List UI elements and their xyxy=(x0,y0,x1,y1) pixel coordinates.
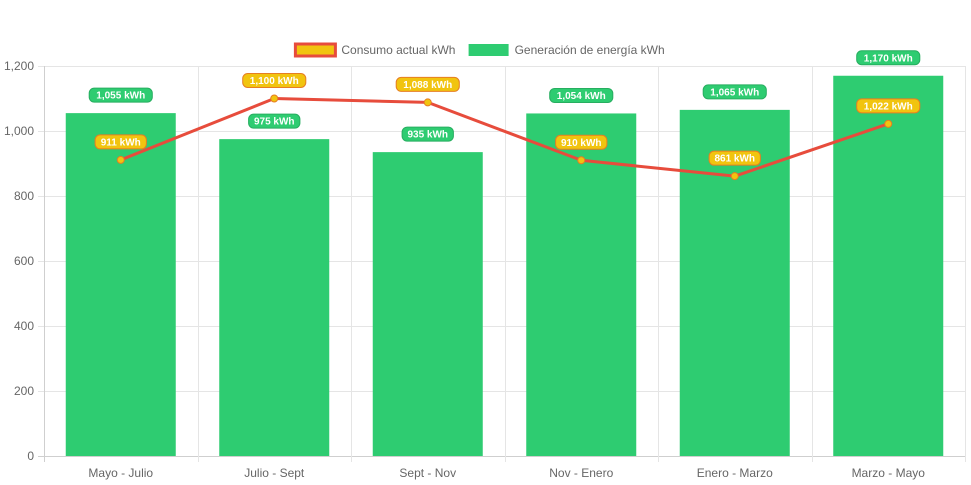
line-data-label-bg xyxy=(708,150,761,166)
bar-data-label-bg xyxy=(702,84,767,100)
line-data-label: 910 kWh xyxy=(561,138,602,149)
line-data-label: 861 kWh xyxy=(714,154,755,165)
x-tick-label: Julio - Sept xyxy=(244,466,305,480)
bar-data-label-bg xyxy=(856,50,921,66)
bar-data-label: 1,170 kWh xyxy=(864,53,913,64)
y-tick-label: 1,200 xyxy=(4,59,34,73)
line-point xyxy=(884,119,893,128)
bar-data-label: 1,054 kWh xyxy=(557,91,606,102)
legend-label-generacion: Generación de energía kWh xyxy=(515,43,665,57)
legend-label-consumo: Consumo actual kWh xyxy=(341,43,455,57)
y-tick-label: 400 xyxy=(14,319,34,333)
x-tick-label: Mayo - Julio xyxy=(88,466,153,480)
y-tick-label: 800 xyxy=(14,189,34,203)
grid-layer xyxy=(38,66,966,462)
line-data-label-bg xyxy=(555,134,608,150)
bar-data-label: 975 kWh xyxy=(254,117,295,128)
line-data-label-bg xyxy=(242,73,307,88)
y-tick-label: 600 xyxy=(14,254,34,268)
bar xyxy=(65,113,176,456)
bar xyxy=(679,109,790,456)
line-layer xyxy=(116,94,893,181)
bars-layer xyxy=(65,75,944,456)
x-tick-label: Marzo - Mayo xyxy=(852,466,926,480)
line-point xyxy=(730,172,739,181)
bar-data-label: 1,055 kWh xyxy=(96,91,145,102)
line-point xyxy=(116,155,125,164)
line-data-label: 1,100 kWh xyxy=(250,76,299,87)
line-data-label: 1,022 kWh xyxy=(864,101,913,112)
line-point xyxy=(270,94,279,103)
x-tick-label: Enero - Marzo xyxy=(697,466,773,480)
data-labels-layer: 1,055 kWh 975 kWh 935 kWh 1,054 kWh 1,065 kW… xyxy=(88,50,921,166)
legend: Consumo actual kWh Generación de energía … xyxy=(293,42,665,58)
y-tick-label: 1,000 xyxy=(4,124,34,138)
y-tick-label: 0 xyxy=(27,449,34,463)
bar xyxy=(372,152,483,456)
x-tick-label: Sept - Nov xyxy=(399,466,456,480)
line-data-label-bg xyxy=(395,76,460,92)
line-data-label: 1,088 kWh xyxy=(403,80,452,91)
bar-data-label-bg xyxy=(549,87,614,103)
bar-data-label-bg xyxy=(401,126,454,142)
bar xyxy=(219,139,330,456)
bar-data-label: 935 kWh xyxy=(407,130,448,141)
y-tick-label: 200 xyxy=(14,384,34,398)
line-data-label-bg xyxy=(856,98,921,114)
axis-layer: 0 200 400 600 800 1,000 1,200 Mayo - Julio Julio… xyxy=(4,59,925,480)
bar-data-label-bg xyxy=(88,87,153,103)
line-data-label-bg xyxy=(94,134,147,150)
line-point xyxy=(423,98,432,107)
bar xyxy=(833,75,944,456)
bar xyxy=(526,113,637,456)
line-point xyxy=(577,156,586,165)
bar-data-label: 1,065 kWh xyxy=(710,87,759,98)
consumption-line xyxy=(120,97,889,178)
legend-swatch-generacion xyxy=(468,44,509,56)
line-data-label: 911 kWh xyxy=(101,137,141,148)
x-tick-label: Nov - Enero xyxy=(549,466,613,480)
bar-data-label-bg xyxy=(248,113,301,129)
legend-swatch-consumo xyxy=(293,42,337,58)
